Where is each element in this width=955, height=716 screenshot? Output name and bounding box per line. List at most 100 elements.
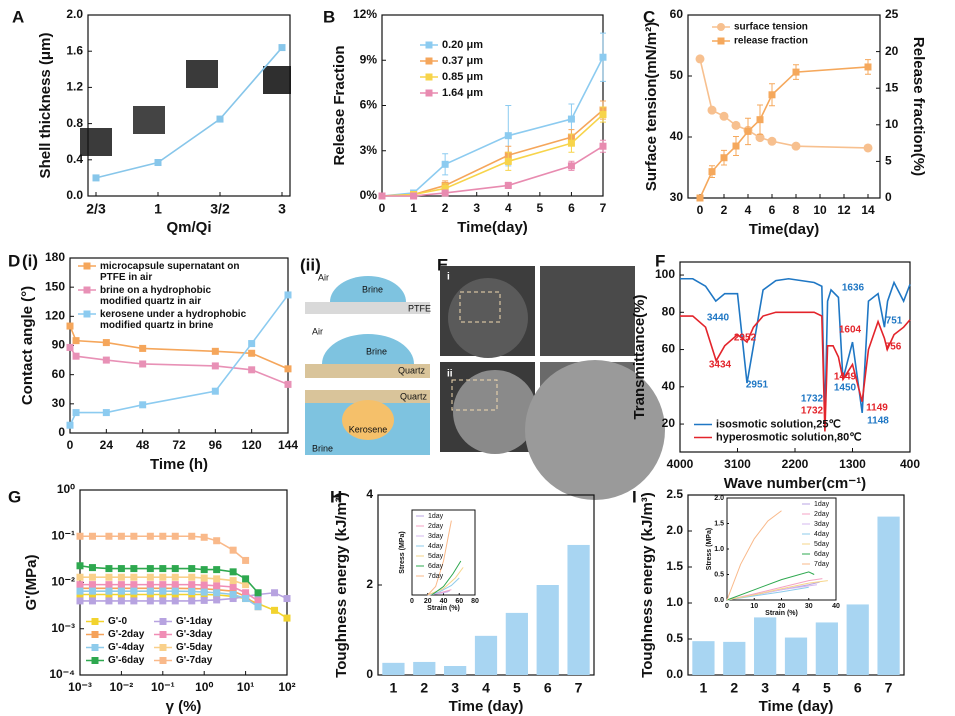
marker [229,591,237,599]
marker [130,532,138,540]
marker [88,532,96,540]
legend-label: 2day [428,523,444,530]
marker [229,546,237,554]
y-tick-label: 60 [662,342,676,356]
legend-label: hyperosmotic solution,80℃ [716,431,862,443]
x-tick-label: 3 [761,680,769,696]
x-tick-label: 4000 [667,457,694,471]
x-axis-label: Time(day) [457,219,528,236]
y-axis-label: Release Fraction [331,45,348,165]
marker [76,597,84,605]
marker [567,139,575,147]
marker [720,154,728,162]
bar [784,637,808,675]
marker [425,41,433,49]
brine-drop [322,334,414,364]
annotation: 1732 [801,406,824,417]
y2-tick-label: 0 [885,190,892,204]
x-tick-label: 5 [537,201,544,215]
legend-label: surface tension [734,22,808,33]
x-tick-label: 0 [725,603,729,610]
legend-label: 0.85 μm [442,71,483,83]
marker [284,365,292,373]
panel-label: D [8,251,20,270]
panel-label: B [323,7,335,26]
x-axis-label: Time (h) [150,456,208,473]
bar [692,641,715,675]
marker [248,349,256,357]
series-line [726,578,823,601]
series-line [381,56,604,197]
x-tick-label: 6 [854,680,862,696]
x-tick-label: 3 [278,201,286,217]
image-label: i [447,272,450,283]
annotation: 1449 [834,372,857,383]
x-tick-label: 10² [278,680,295,694]
x-tick-label: 3/2 [210,201,230,217]
marker [599,111,607,119]
y-tick-label: 2.0 [714,495,724,502]
marker [130,565,138,573]
legend-label: 6day [814,551,830,558]
annotation: 756 [885,342,902,353]
marker [171,573,179,581]
diagram-text: Brine [362,284,383,294]
marker [213,566,221,574]
legend-label: G'-1day [176,616,213,627]
marker [117,573,125,581]
marker [154,159,162,167]
x-tick-label: 4 [792,680,800,696]
legend-label: 3day [814,521,830,528]
sem-images: E i ii [437,255,665,500]
marker [229,568,237,576]
x-tick-label: 20 [778,603,786,610]
marker [441,160,449,168]
diagram-text: Air [318,272,329,282]
y-axis-label: G'(MPa) [23,554,40,610]
x-tick-label: 120 [242,438,262,452]
diagram-text: PTFE [408,303,431,313]
marker [159,631,167,638]
marker [242,581,250,589]
legend-label: release fraction [734,36,808,47]
y-tick-label: 10⁻⁴ [49,667,75,681]
annotation: 1450 [834,383,857,394]
marker [717,23,725,31]
marker [92,174,100,182]
x-tick-label: 0 [67,438,74,452]
marker [695,54,705,64]
marker [755,133,765,143]
legend-label: G'-6day [108,655,145,666]
marker [271,589,279,597]
marker [91,618,99,625]
marker [66,421,74,429]
x-tick-label: 10 [813,203,827,217]
y2-tick-label: 5 [885,154,892,168]
y-axis-label: Toughness energy (kJ/m³) [639,492,656,678]
x-tick-label: 8 [793,203,800,217]
marker [229,577,237,585]
y-tick-label: 0 [366,667,373,681]
marker [744,127,752,135]
marker [188,532,196,540]
marker [213,596,221,604]
series-line [382,145,604,197]
kerosene-drop [342,400,394,440]
y2-tick-label: 25 [885,7,899,21]
marker [567,162,575,170]
marker [200,588,208,596]
diagram-text: Air [312,326,323,336]
x-tick-label: 72 [172,438,186,452]
annotation: 1604 [839,325,862,336]
marker [425,73,433,81]
sem-thumbnails [80,60,291,156]
marker [504,132,512,140]
marker [717,37,725,45]
y-tick-label: 1.6 [66,43,83,57]
x-tick-label: 2 [730,680,738,696]
x-tick-label: 2/3 [86,201,106,217]
panel-label: E [437,255,448,274]
x-tick-label: 6 [769,203,776,217]
marker [159,618,167,625]
legend-label: G'-4day [108,642,145,653]
